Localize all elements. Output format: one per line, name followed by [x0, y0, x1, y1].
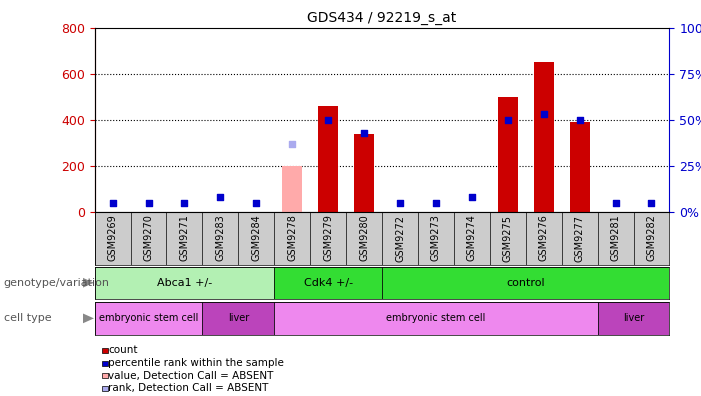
Title: GDS434 / 92219_s_at: GDS434 / 92219_s_at: [308, 11, 456, 25]
Text: rank, Detection Call = ABSENT: rank, Detection Call = ABSENT: [109, 383, 268, 394]
Point: [251, 200, 262, 206]
Text: GSM9284: GSM9284: [251, 215, 261, 261]
Point: [538, 111, 550, 118]
Text: embryonic stem cell: embryonic stem cell: [99, 313, 198, 324]
Point: [107, 200, 118, 206]
Point: [179, 200, 190, 206]
Point: [466, 194, 477, 200]
Text: liver: liver: [623, 313, 644, 324]
Text: cell type: cell type: [4, 313, 51, 324]
Point: [322, 116, 334, 123]
Bar: [597, 302, 669, 335]
Text: embryonic stem cell: embryonic stem cell: [386, 313, 486, 324]
Bar: [354, 133, 374, 212]
Text: GSM9276: GSM9276: [538, 215, 549, 261]
Bar: [95, 302, 203, 335]
Bar: [570, 122, 590, 212]
Bar: [274, 302, 597, 335]
Text: control: control: [506, 278, 545, 288]
Text: GSM9275: GSM9275: [503, 215, 513, 261]
Bar: [534, 62, 554, 212]
Text: GSM9270: GSM9270: [144, 215, 154, 261]
Text: GSM9281: GSM9281: [611, 215, 620, 261]
Text: Abca1 +/-: Abca1 +/-: [157, 278, 212, 288]
Bar: [498, 97, 517, 212]
Text: percentile rank within the sample: percentile rank within the sample: [109, 358, 284, 368]
Point: [574, 116, 585, 123]
Text: GSM9277: GSM9277: [575, 215, 585, 261]
Text: GSM9279: GSM9279: [323, 215, 333, 261]
Point: [358, 129, 369, 136]
Text: GSM9280: GSM9280: [359, 215, 369, 261]
Bar: [95, 267, 274, 299]
Bar: [283, 166, 302, 212]
Text: genotype/variation: genotype/variation: [4, 278, 109, 288]
Point: [610, 200, 621, 206]
Bar: [382, 267, 669, 299]
Text: GSM9272: GSM9272: [395, 215, 405, 261]
Point: [143, 200, 154, 206]
Text: count: count: [109, 345, 138, 356]
Polygon shape: [83, 313, 94, 324]
Point: [646, 200, 657, 206]
Text: GSM9273: GSM9273: [431, 215, 441, 261]
Text: GSM9278: GSM9278: [287, 215, 297, 261]
Text: value, Detection Call = ABSENT: value, Detection Call = ABSENT: [109, 371, 274, 381]
Polygon shape: [83, 278, 94, 288]
Bar: [203, 302, 274, 335]
Text: GSM9269: GSM9269: [107, 215, 118, 261]
Text: Cdk4 +/-: Cdk4 +/-: [304, 278, 353, 288]
Text: GSM9274: GSM9274: [467, 215, 477, 261]
Point: [430, 200, 442, 206]
Point: [502, 116, 513, 123]
Text: liver: liver: [228, 313, 249, 324]
Text: GSM9283: GSM9283: [215, 215, 226, 261]
Text: GSM9282: GSM9282: [646, 215, 657, 261]
Text: GSM9271: GSM9271: [179, 215, 189, 261]
Bar: [318, 106, 338, 212]
Point: [395, 200, 406, 206]
Point: [215, 194, 226, 200]
Bar: [274, 267, 382, 299]
Point: [287, 141, 298, 147]
